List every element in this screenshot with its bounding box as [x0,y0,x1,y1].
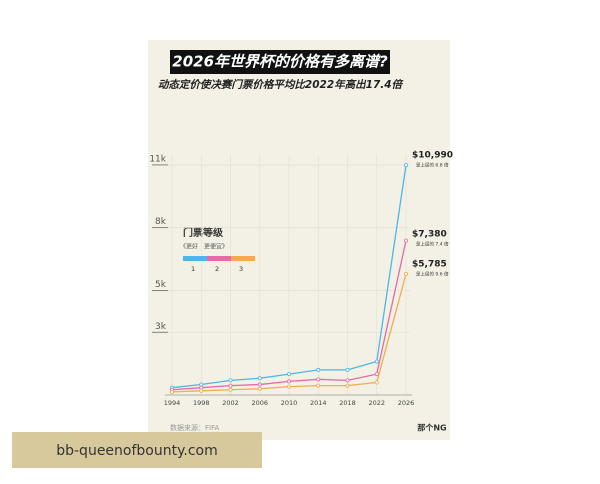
point [316,367,321,372]
point [169,389,174,394]
legend-label: 3 [239,265,243,273]
legend-swatch [231,256,255,261]
x-tick-label: 1994 [164,399,181,407]
annotation: 是上届的 7.4 倍 [416,241,449,248]
point [345,367,350,372]
point [374,380,379,385]
point [257,386,262,391]
legend-label: 2 [215,265,219,273]
point [316,377,321,382]
point [286,384,291,389]
point [403,238,408,243]
y-tick-label: 11k [149,154,166,164]
legend-title: 门票等级 [183,226,224,239]
x-tick-label: 2014 [310,399,327,407]
watermark-bg [12,432,262,468]
x-tick-label: 2026 [398,399,415,407]
x-tick-label: 2010 [281,399,298,407]
point [199,382,204,387]
annotation: 是上届的 6.8 倍 [416,162,449,169]
x-tick-label: 2006 [251,399,268,407]
title-bg [170,50,390,74]
point [199,388,204,393]
point [374,359,379,364]
point [257,382,262,387]
chart-subtitle: 动态定价使决赛门票价格平均比2022年高出17.4倍 [158,78,404,91]
x-tick-label: 1998 [193,399,210,407]
point [374,372,379,377]
point [345,378,350,383]
logo: 那个NG [417,423,446,433]
y-tick-label: 3k [155,322,167,332]
value-label: $5,785 [412,260,447,270]
chart-title: 2026年世界杯的价格有多离谱? [172,53,388,71]
point [286,379,291,384]
point [403,163,408,168]
point [345,383,350,388]
point [228,387,233,392]
annotation: 是上届的 9.6 倍 [416,271,449,278]
point [257,376,262,381]
point [199,385,204,390]
point [403,271,408,276]
legend-swatch [183,256,207,261]
point [316,383,321,388]
legend-label: 1 [191,265,195,273]
source: 数据来源：FIFA [170,423,219,432]
value-label: $10,990 [412,151,453,161]
y-tick-label: 5k [155,280,167,290]
x-tick-label: 2018 [339,399,356,407]
x-tick-label: 2002 [222,399,239,407]
point [228,383,233,388]
point [228,378,233,383]
legend-subtitle: 《更好 更便宜》 [180,243,228,251]
legend-swatch [207,256,231,261]
watermark: bb-queenofbounty.com [56,443,218,459]
card [148,40,450,440]
y-tick-label: 8k [155,217,167,227]
point [286,372,291,377]
x-tick-label: 2022 [368,399,385,407]
value-label: $7,380 [412,230,447,240]
